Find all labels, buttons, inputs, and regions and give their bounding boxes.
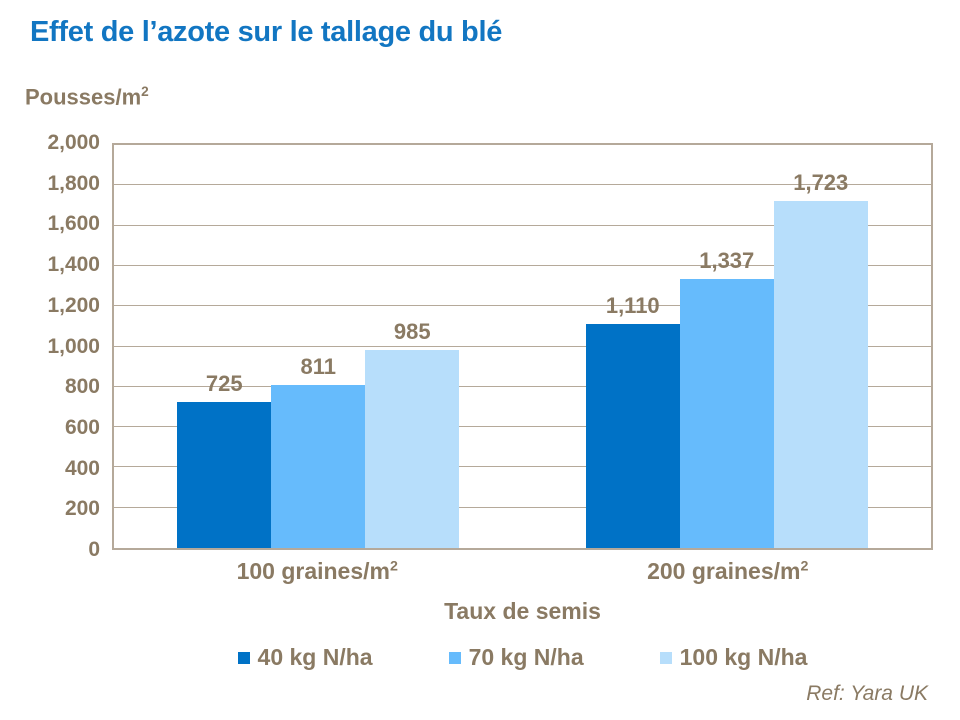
category-label-superscript: 2 xyxy=(800,558,809,575)
x-axis-title: Taux de semis xyxy=(444,598,601,624)
bar-groups: 725 811 985 1,110 1,337 1,723 xyxy=(114,145,931,548)
chart-title: Effet de l’azote sur le tallage du blé xyxy=(30,16,503,48)
gridline xyxy=(114,264,931,266)
legend-label: 100 kg N/ha xyxy=(679,644,808,670)
bar-70-kg-n-ha: 1,337 xyxy=(679,248,774,548)
gridline xyxy=(114,466,931,468)
y-tick-label: 2,000 xyxy=(47,131,100,154)
gridline xyxy=(114,345,931,347)
legend: 40 kg N/ha 70 kg N/ha 100 kg N/ha xyxy=(112,644,933,671)
bar-40-kg-n-ha: 1,110 xyxy=(585,293,680,548)
gridline xyxy=(114,184,931,186)
bar-40-kg-n-ha: 725 xyxy=(177,371,272,548)
legend-swatch xyxy=(448,651,461,664)
bar-100-kg-n-ha: 985 xyxy=(365,319,460,548)
y-axis-title: Pousses/m2 xyxy=(25,84,149,110)
y-axis-ticks: 0 200 400 600 800 1,000 1,200 1,400 1,600 1,800 2,… xyxy=(0,131,100,561)
bar-100-kg-n-ha: 1,723 xyxy=(773,170,868,548)
category-label-text: 200 graines/m xyxy=(647,558,801,584)
category-label-superscript: 2 xyxy=(389,558,398,575)
category-label-text: 100 graines/m xyxy=(236,558,390,584)
y-tick-label: 1,800 xyxy=(47,171,100,195)
bar-value-label: 725 xyxy=(205,370,243,396)
bar-group: 1,110 1,337 1,723 xyxy=(523,145,932,548)
bar-group: 725 811 985 xyxy=(114,145,523,548)
y-tick-label: 1,600 xyxy=(47,212,100,236)
legend-swatch xyxy=(237,651,250,664)
y-tick-label: 1,200 xyxy=(47,293,100,317)
legend-label: 70 kg N/ha xyxy=(468,644,584,670)
category-labels: 100 graines/m2 200 graines/m2 xyxy=(112,558,933,585)
y-tick-label: 1,000 xyxy=(47,334,100,358)
y-tick-label: 800 xyxy=(64,375,100,399)
bar-value-label: 985 xyxy=(393,318,431,344)
gridline xyxy=(114,305,931,307)
y-tick-label: 600 xyxy=(64,415,100,439)
y-tick-label: 400 xyxy=(64,456,100,480)
gridline xyxy=(114,385,931,387)
bar-value-label: 1,723 xyxy=(793,169,849,195)
category-label: 100 graines/m2 xyxy=(112,558,523,585)
legend-swatch xyxy=(659,651,672,664)
bar-value-label: 1,337 xyxy=(699,247,755,273)
bar-value-label: 1,110 xyxy=(605,293,660,319)
y-tick-label: 0 xyxy=(88,538,100,561)
gridline xyxy=(114,224,931,226)
category-label: 200 graines/m2 xyxy=(523,558,934,585)
bar-value-label: 811 xyxy=(300,353,337,379)
legend-item: 100 kg N/ha xyxy=(659,644,808,671)
bar-70-kg-n-ha: 811 xyxy=(271,354,366,548)
legend-item: 70 kg N/ha xyxy=(448,644,584,671)
y-axis-title-superscript: 2 xyxy=(141,84,149,99)
plot-area: 725 811 985 1,110 1,337 1,723 xyxy=(112,143,933,550)
legend-label: 40 kg N/ha xyxy=(257,644,373,670)
source-note: Ref: Yara UK xyxy=(806,682,928,705)
gridline xyxy=(114,506,931,508)
gridline xyxy=(114,426,931,428)
y-tick-label: 1,400 xyxy=(47,253,100,277)
legend-item: 40 kg N/ha xyxy=(237,644,373,671)
y-tick-label: 200 xyxy=(64,497,100,521)
